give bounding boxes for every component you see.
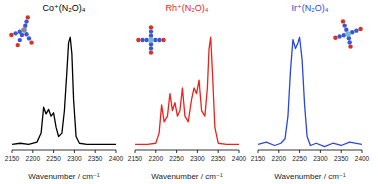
panel-title: Ir⁺(N₂O)₄ <box>292 3 329 13</box>
atom <box>13 31 17 35</box>
atom <box>16 43 20 47</box>
molecule-sketch <box>9 15 34 47</box>
spectrum-line <box>258 37 362 146</box>
x-tick-label: 2200 <box>272 155 287 162</box>
x-tick-label: 2300 <box>67 155 82 162</box>
x-tick-label: 2400 <box>109 155 124 162</box>
atom <box>348 44 352 48</box>
atom <box>341 19 345 23</box>
molecule-sketch <box>136 25 166 55</box>
x-tick <box>176 150 177 153</box>
metal-atom <box>21 27 27 33</box>
x-tick <box>12 150 13 153</box>
atom <box>24 19 28 23</box>
atom <box>149 29 153 33</box>
x-tick <box>239 150 240 153</box>
x-tick <box>341 150 342 153</box>
x-tick-label: 2400 <box>232 155 247 162</box>
x-tick <box>278 150 279 153</box>
x-tick <box>135 150 136 153</box>
panel-title: Rh⁺(N₂O)₄ <box>166 3 209 13</box>
x-tick <box>74 150 75 153</box>
molecule-sketch <box>333 19 363 49</box>
x-tick-label: 2350 <box>211 155 226 162</box>
x-tick <box>197 150 198 153</box>
x-tick-label: 2200 <box>149 155 164 162</box>
spectrum-line <box>12 37 116 144</box>
x-tick <box>53 150 54 153</box>
atom <box>20 33 24 37</box>
atom <box>347 40 351 44</box>
atom <box>140 38 144 42</box>
x-tick <box>95 150 96 153</box>
spectrum-line <box>135 37 239 144</box>
x-tick <box>116 150 117 153</box>
atom <box>26 15 30 19</box>
x-tick-label: 2250 <box>169 155 184 162</box>
x-tick <box>218 150 219 153</box>
plot-area <box>135 37 239 144</box>
atom <box>354 28 358 32</box>
x-tick-label: 2350 <box>88 155 103 162</box>
metal-atom <box>345 31 351 37</box>
atom <box>161 38 165 42</box>
x-axis <box>258 150 362 151</box>
x-axis-label: Wavenumber / cm⁻¹ <box>151 172 223 181</box>
x-tick <box>320 150 321 153</box>
x-tick-label: 2150 <box>251 155 266 162</box>
plot-area <box>12 37 116 144</box>
atom <box>342 23 346 27</box>
x-tick-label: 2150 <box>5 155 20 162</box>
figure: Co⁺(N₂O)₄ 2150 2200 2250 2300 2350 2400 Wavenum… <box>0 0 378 184</box>
x-tick-label: 2350 <box>334 155 349 162</box>
atom <box>358 27 362 31</box>
x-tick-label: 2300 <box>190 155 205 162</box>
x-tick-label: 2250 <box>292 155 307 162</box>
panel: Rh⁺(N₂O)₄ 2150 2200 2250 2300 2350 2400 Wavenum… <box>128 3 247 181</box>
atom <box>29 40 33 44</box>
plot-area <box>258 37 362 146</box>
panel: Ir⁺(N₂O)₄ 2150 2200 2250 2300 2350 2400 Wavenum… <box>251 3 370 181</box>
x-tick <box>32 150 33 153</box>
atom <box>9 33 13 37</box>
x-tick <box>362 150 363 153</box>
atom <box>27 36 31 40</box>
x-tick-label: 2250 <box>46 155 61 162</box>
atom <box>337 34 341 38</box>
panel: Co⁺(N₂O)₄ 2150 2200 2250 2300 2350 2400 Wavenum… <box>5 3 124 181</box>
atom <box>157 38 161 42</box>
x-tick-label: 2200 <box>26 155 41 162</box>
x-axis <box>135 150 239 151</box>
x-tick <box>258 150 259 153</box>
panel-title: Co⁺(N₂O)₄ <box>43 3 86 13</box>
atom <box>24 32 28 36</box>
x-tick-label: 2400 <box>355 155 370 162</box>
x-tick-label: 2300 <box>313 155 328 162</box>
x-axis-label: Wavenumber / cm⁻¹ <box>274 172 346 181</box>
x-tick <box>299 150 300 153</box>
atom <box>149 25 153 29</box>
atom <box>18 38 22 42</box>
atom <box>136 38 140 42</box>
atom <box>149 50 153 54</box>
metal-atom <box>148 37 154 43</box>
x-tick-label: 2150 <box>128 155 143 162</box>
x-tick <box>155 150 156 153</box>
atom <box>333 36 337 40</box>
x-axis-label: Wavenumber / cm⁻¹ <box>28 172 100 181</box>
x-axis <box>12 150 116 151</box>
atom <box>149 46 153 50</box>
